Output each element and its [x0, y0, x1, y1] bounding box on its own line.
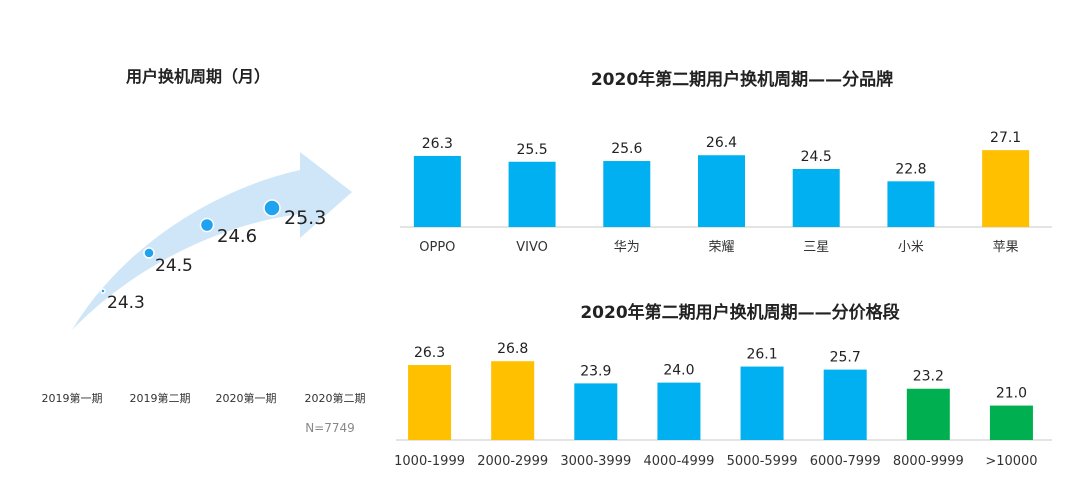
price-bar [408, 365, 452, 440]
price-bar [657, 382, 701, 440]
brand-bar [982, 150, 1030, 227]
trend-x-label: 2019第二期 [130, 391, 191, 405]
price-bar [906, 388, 950, 440]
trend-value-label: 24.5 [155, 256, 193, 276]
price-category-label: 1000-1999 [394, 454, 465, 469]
price-chart-title: 2020年第二期用户换机周期——分价格段 [580, 302, 899, 323]
brand-category-label: 苹果 [993, 240, 1019, 255]
brand-bar [698, 155, 745, 227]
brand-bar [508, 161, 556, 227]
trend-value-label: 25.3 [284, 207, 326, 229]
brand-bars: 26.3 OPPO 25.5 VIVO 25.6 华为 26.4 荣耀 24.5 三星 22.8 小米… [413, 130, 1030, 255]
price-bar [823, 369, 867, 440]
price-category-label: 8000-9999 [893, 454, 964, 469]
brand-category-label: 荣耀 [708, 240, 734, 255]
price-category-label: 4000-4999 [644, 454, 715, 469]
brand-category-label: 三星 [803, 240, 829, 255]
price-value-label: 26.8 [497, 341, 528, 357]
price-value-label: 24.0 [663, 363, 694, 379]
price-category-label: >10000 [985, 454, 1037, 469]
brand-category-label: 小米 [898, 240, 924, 255]
price-category-label: 5000-5999 [727, 454, 798, 469]
price-value-label: 23.9 [580, 363, 611, 379]
price-value-label: 26.1 [746, 347, 777, 363]
price-value-label: 26.3 [414, 345, 445, 361]
sample-size-note: N=7749 [305, 421, 355, 435]
price-value-label: 23.2 [913, 369, 944, 385]
brand-category-label: OPPO [419, 240, 455, 255]
price-value-label: 21.0 [996, 386, 1027, 402]
brand-value-label: 24.5 [801, 149, 832, 165]
trend-value-label: 24.6 [217, 226, 257, 247]
trend-title: 用户换机周期（月） [126, 67, 270, 86]
price-bar [574, 383, 618, 440]
brand-chart: 2020年第二期用户换机周期——分品牌 26.3 OPPO 25.5 VIVO 25.6… [400, 69, 1052, 255]
brand-bar [413, 155, 461, 227]
price-chart: 2020年第二期用户换机周期——分价格段 26.3 1000-1999 26.8 20… [394, 302, 1052, 469]
trend-x-label: 2020第二期 [305, 391, 366, 405]
trend-point [100, 288, 106, 294]
trend-x-label: 2019第一期 [42, 391, 103, 405]
brand-category-label: 华为 [614, 240, 640, 255]
brand-chart-title: 2020年第二期用户换机周期——分品牌 [591, 69, 893, 90]
price-bars: 26.3 1000-1999 26.8 2000-2999 23.9 3000-3999 2… [394, 341, 1037, 469]
price-category-label: 3000-3999 [560, 454, 631, 469]
trend-point [143, 247, 155, 259]
price-category-label: 6000-7999 [810, 454, 881, 469]
trend-points: 24.3 24.5 24.6 25.3 [100, 199, 326, 313]
trend-point [199, 217, 215, 233]
brand-value-label: 26.3 [422, 136, 453, 152]
trend-point [263, 199, 281, 217]
trend-value-label: 24.3 [107, 293, 145, 313]
trend-x-label: 2020第一期 [216, 391, 277, 405]
brand-value-label: 22.8 [895, 161, 926, 177]
brand-value-label: 25.6 [611, 141, 642, 157]
brand-bar [887, 181, 935, 227]
price-category-label: 2000-2999 [477, 454, 548, 469]
price-bar [740, 366, 784, 440]
brand-value-label: 27.1 [990, 130, 1021, 146]
brand-bar [603, 161, 651, 227]
price-bar [989, 405, 1033, 440]
trend-x-labels: 2019第一期 2019第二期 2020第一期 2020第二期 [42, 391, 366, 405]
trend-arrow [72, 152, 352, 330]
brand-bar [792, 169, 840, 227]
brand-value-label: 26.4 [706, 135, 737, 151]
price-value-label: 25.7 [830, 350, 861, 366]
brand-category-label: VIVO [516, 240, 548, 255]
trend-chart: 用户换机周期（月） 24.3 24.5 24.6 25.3 2019第一期 2019第二… [42, 67, 366, 435]
brand-value-label: 25.5 [516, 142, 547, 158]
price-bar [491, 361, 535, 440]
